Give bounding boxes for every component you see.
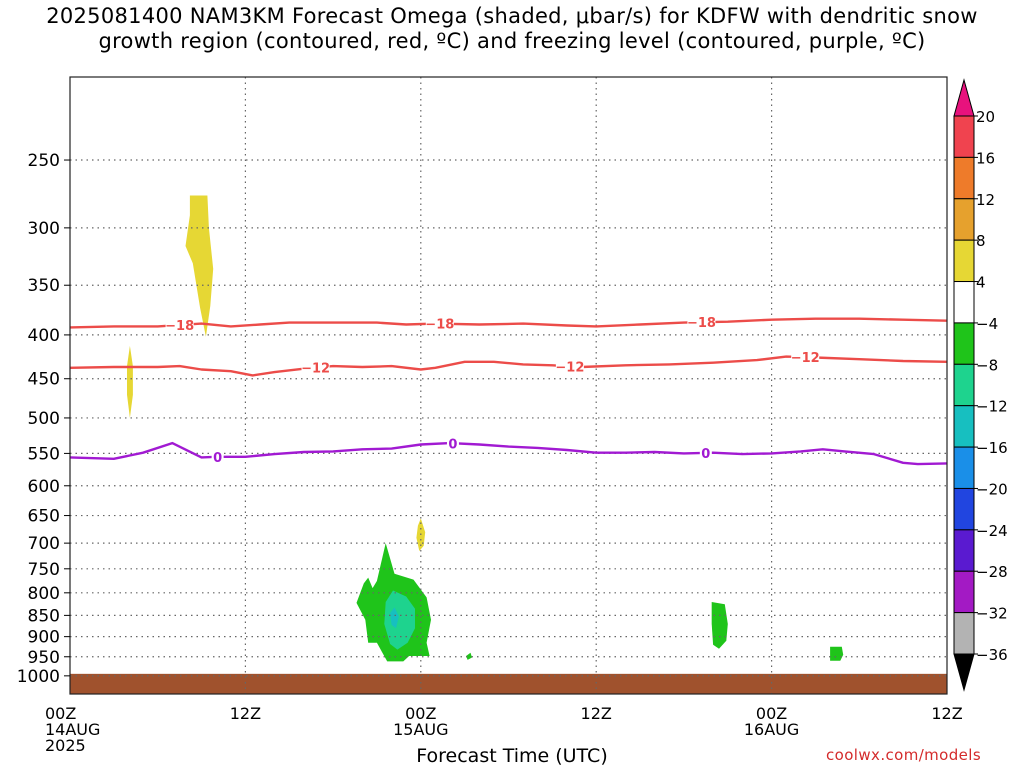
colorbar-label: 8 [976,232,986,250]
y-tick-label: 350 [28,276,60,296]
contour-label-bg [687,314,716,331]
y-tick-label: 700 [28,534,60,554]
colorbar-segment [953,570,975,614]
x-tick-label: 15AUG [393,720,448,739]
x-tick-label: 00Z [756,704,787,723]
omega-region-4 [384,590,415,650]
contour-label--12: −12 [791,351,820,366]
colorbar-label: −20 [976,480,1008,498]
contour-layer: −18 −18 −18 −12 −12 −12 0 0 0 [69,314,948,466]
colorbar-segment [953,281,975,324]
omega-region-1 [127,345,133,418]
omega-region-7 [711,602,728,649]
colorbar-top-arrow [953,78,975,117]
omega-region-5 [390,607,399,629]
y-tick-label: 300 [28,219,60,239]
y-tick-label: 500 [28,409,60,429]
contour-label-0: 0 [213,451,222,466]
x-tick-label: 00Z [405,704,436,723]
x-tick-label: 12Z [931,704,962,723]
colorbar-segment [953,612,975,655]
contour-label--18: −18 [165,319,194,334]
y-tick-label: 250 [28,151,60,171]
omega-region-0 [185,195,214,337]
contour-line--12 [69,355,948,377]
colorbar-segment [953,322,975,365]
x-tick-label: 2025 [45,736,86,755]
contour-label--18: −18 [687,316,716,331]
plot-frame [69,76,948,695]
colorbar-segment [953,446,975,489]
colorbar-segment [953,529,975,572]
x-tick-label: 14AUG [45,720,100,739]
y-tick-label: 850 [28,606,60,626]
contour-label--12: −12 [301,362,330,377]
colorbar-label: 20 [976,108,995,126]
colorbar-label: −12 [976,398,1008,416]
colorbar-segment [953,198,975,241]
contour-line--18 [69,317,948,329]
colorbar-label: −32 [976,605,1008,623]
contour-label-bg [699,444,712,461]
colorbar-segment [953,156,975,200]
chart-title-line-2: growth region (contoured, red, ºC) and f… [98,29,926,53]
y-tick-label: 550 [28,444,60,464]
source-watermark: coolwx.com/models [826,746,982,764]
surface-layer [70,673,947,694]
omega-shading-layer [127,195,844,662]
x-tick-label: 16AUG [744,720,799,739]
below-ground-fill [70,673,947,694]
chart-title-line-1: 2025081400 NAM3KM Forecast Omega (shaded… [46,4,978,28]
y-tick-label: 650 [28,507,60,527]
gridlines [70,77,947,694]
colorbar-segment [953,405,975,448]
contour-label-0: 0 [701,447,710,462]
omega-region-8 [830,646,844,661]
contour-label-bg [791,349,820,366]
contour-line-0 [69,441,948,466]
x-tick-label: 00Z [45,704,76,723]
colorbar-segment [953,487,975,531]
y-tick-label: 450 [28,370,60,390]
contour-label-bg [446,435,459,452]
colorbar-segment [953,239,975,283]
y-tick-label: 800 [28,584,60,604]
contour-label-0: 0 [448,437,457,452]
colorbar-label: −4 [976,315,998,333]
colorbar-label: 12 [976,191,995,209]
contour-label-bg [425,315,454,332]
contour-label--18: −18 [425,318,454,333]
y-tick-label: 950 [28,648,60,668]
y-tick-label: 400 [28,326,60,346]
colorbar-segment [953,115,975,158]
contour-label-bg [301,359,330,376]
colorbar-label: −16 [976,439,1008,457]
x-tick-label: 12Z [581,704,612,723]
plot-border [69,76,948,695]
x-axis-label: Forecast Time (UTC) [416,745,608,767]
omega-colorbar: 20 16 12 8 4 −4 −8 −12 −16 −20 −24 −28 −32 −36 [953,78,1008,692]
colorbar-segment [953,363,975,407]
colorbar-bottom-arrow [953,653,975,692]
chart-title: 2025081400 NAM3KM Forecast Omega (shaded… [0,4,1024,54]
x-tick-label: 12Z [230,704,261,723]
colorbar-label: 16 [976,149,995,167]
omega-region-6 [466,652,472,660]
contour-label-bg [211,448,224,465]
y-tick-label: 900 [28,628,60,648]
y-tick-label: 750 [28,560,60,580]
colorbar-label: −8 [976,356,998,374]
contour-label--12: −12 [555,360,584,375]
colorbar-label: −28 [976,563,1008,581]
contour-label-bg [165,317,194,334]
colorbar-label: 4 [976,274,986,292]
contour-label-bg [555,358,584,375]
colorbar-label: −36 [976,646,1008,664]
y-tick-label: 1000 [17,667,60,687]
colorbar-label: −24 [976,522,1008,540]
y-tick-label: 600 [28,477,60,497]
